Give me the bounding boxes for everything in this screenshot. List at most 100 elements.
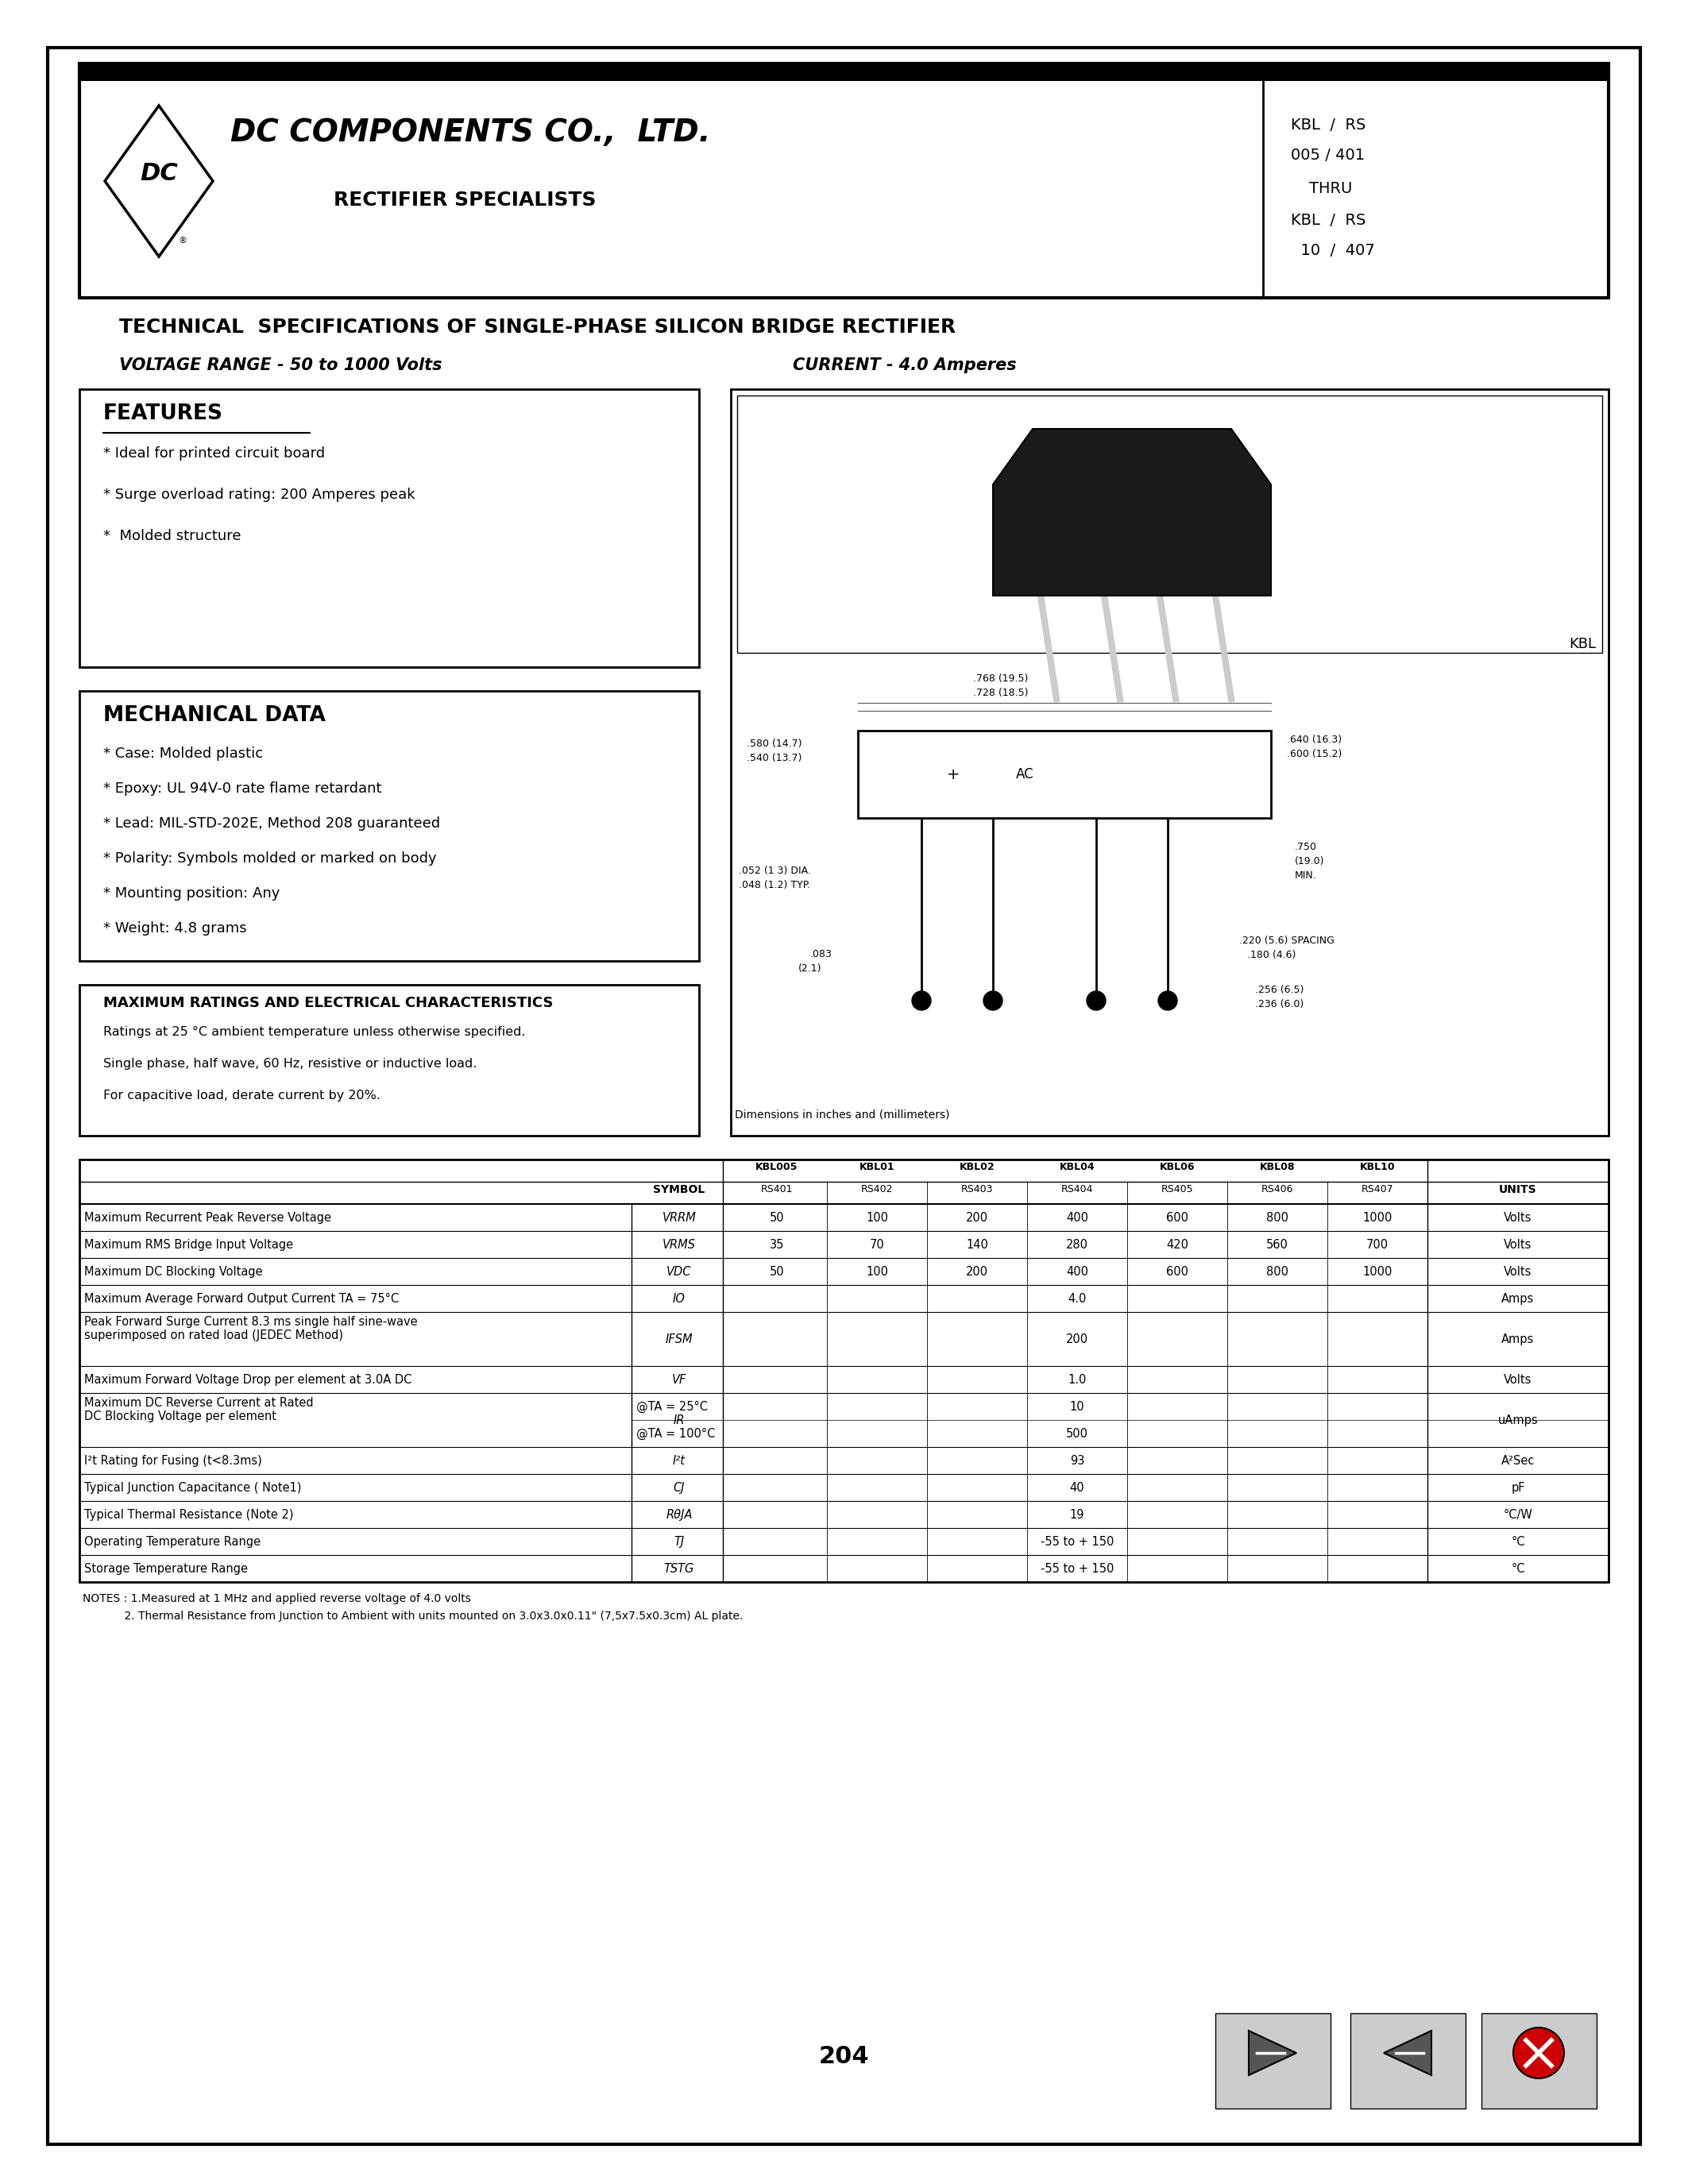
Text: 35: 35 <box>770 1238 785 1251</box>
Text: Volts: Volts <box>1504 1212 1533 1223</box>
Text: .728 (18.5): .728 (18.5) <box>974 688 1028 699</box>
Text: Maximum Average Forward Output Current TA = 75°C: Maximum Average Forward Output Current T… <box>84 1293 398 1304</box>
Text: 4.0: 4.0 <box>1069 1293 1087 1304</box>
Text: .540 (13.7): .540 (13.7) <box>746 753 802 762</box>
Text: * Lead: MIL-STD-202E, Method 208 guaranteed: * Lead: MIL-STD-202E, Method 208 guarant… <box>103 817 441 830</box>
Text: 70: 70 <box>869 1238 885 1251</box>
Text: UNITS: UNITS <box>1499 1184 1536 1195</box>
Circle shape <box>1512 2027 1565 2079</box>
Text: * Weight: 4.8 grams: * Weight: 4.8 grams <box>103 922 246 935</box>
Text: *  Molded structure: * Molded structure <box>103 529 241 544</box>
Text: * Surge overload rating: 200 Amperes peak: * Surge overload rating: 200 Amperes pea… <box>103 487 415 502</box>
Text: 93: 93 <box>1070 1455 1084 1465</box>
Text: IO: IO <box>674 1293 685 1304</box>
Text: TECHNICAL  SPECIFICATIONS OF SINGLE-PHASE SILICON BRIDGE RECTIFIER: TECHNICAL SPECIFICATIONS OF SINGLE-PHASE… <box>120 317 955 336</box>
Text: * Polarity: Symbols molded or marked on body: * Polarity: Symbols molded or marked on … <box>103 852 437 865</box>
Text: DC: DC <box>140 162 177 186</box>
Text: .600 (15.2): .600 (15.2) <box>1286 749 1342 760</box>
Text: 600: 600 <box>1166 1212 1188 1223</box>
Text: KBL005: KBL005 <box>756 1162 798 1173</box>
Text: 800: 800 <box>1266 1212 1288 1223</box>
Text: KBL  /  RS: KBL / RS <box>1291 118 1366 133</box>
Text: 2. Thermal Resistance from Junction to Ambient with units mounted on 3.0x3.0x0.1: 2. Thermal Resistance from Junction to A… <box>83 1610 743 1623</box>
Text: SYMBOL: SYMBOL <box>653 1184 706 1195</box>
Text: IFSM: IFSM <box>665 1332 694 1345</box>
Text: A²Sec: A²Sec <box>1501 1455 1534 1465</box>
Text: @TA = 25°C: @TA = 25°C <box>636 1400 707 1413</box>
Text: VF: VF <box>672 1374 687 1385</box>
Text: Typical Thermal Resistance (Note 2): Typical Thermal Resistance (Note 2) <box>84 1509 294 1520</box>
Bar <box>79 1160 1609 1581</box>
Bar <box>1350 2014 1465 2108</box>
Text: ®: ® <box>179 236 187 245</box>
Text: 400: 400 <box>1067 1212 1089 1223</box>
Circle shape <box>912 992 932 1011</box>
Text: AC: AC <box>1016 767 1033 782</box>
Text: DC Blocking Voltage per element: DC Blocking Voltage per element <box>84 1411 277 1422</box>
Polygon shape <box>1384 2031 1431 2075</box>
Text: Amps: Amps <box>1502 1332 1534 1345</box>
Text: superimposed on rated load (JEDEC Method): superimposed on rated load (JEDEC Method… <box>84 1330 343 1341</box>
Text: * Case: Molded plastic: * Case: Molded plastic <box>103 747 263 760</box>
Circle shape <box>1158 992 1177 1011</box>
Text: EXIT: EXIT <box>1523 2092 1555 2108</box>
Text: 560: 560 <box>1266 1238 1288 1251</box>
Bar <box>731 389 1609 1136</box>
Text: MAXIMUM RATINGS AND ELECTRICAL CHARACTERISTICS: MAXIMUM RATINGS AND ELECTRICAL CHARACTER… <box>103 996 554 1011</box>
Text: RS401: RS401 <box>761 1184 793 1195</box>
Text: 10: 10 <box>1070 1400 1085 1413</box>
Text: KBL08: KBL08 <box>1259 1162 1295 1173</box>
Text: RS404: RS404 <box>1062 1184 1094 1195</box>
Text: KBL02: KBL02 <box>959 1162 994 1173</box>
Text: IR: IR <box>674 1413 685 1426</box>
Text: .048 (1.2) TYP.: .048 (1.2) TYP. <box>739 880 810 891</box>
Text: .256 (6.5): .256 (6.5) <box>1256 985 1303 996</box>
Text: 280: 280 <box>1067 1238 1089 1251</box>
Bar <box>79 389 699 666</box>
Text: +: + <box>947 767 960 782</box>
Text: KBL  /  RS: KBL / RS <box>1291 212 1366 227</box>
Text: 200: 200 <box>966 1265 987 1278</box>
Text: VOLTAGE RANGE - 50 to 1000 Volts: VOLTAGE RANGE - 50 to 1000 Volts <box>120 358 442 373</box>
Text: MIN.: MIN. <box>1295 871 1317 880</box>
Text: .768 (19.5): .768 (19.5) <box>974 673 1028 684</box>
Text: -55 to + 150: -55 to + 150 <box>1040 1562 1114 1575</box>
Text: VRMS: VRMS <box>662 1238 695 1251</box>
Text: * Ideal for printed circuit board: * Ideal for printed circuit board <box>103 446 326 461</box>
Polygon shape <box>993 428 1271 596</box>
Bar <box>79 63 1609 297</box>
Bar <box>79 985 699 1136</box>
Text: VRRM: VRRM <box>662 1212 695 1223</box>
Text: Maximum Recurrent Peak Reverse Voltage: Maximum Recurrent Peak Reverse Voltage <box>84 1212 331 1223</box>
Text: RS405: RS405 <box>1161 1184 1193 1195</box>
Text: Volts: Volts <box>1504 1374 1533 1385</box>
Text: 500: 500 <box>1067 1428 1089 1439</box>
Text: NEXT: NEXT <box>1252 2092 1293 2108</box>
Text: Maximum RMS Bridge Input Voltage: Maximum RMS Bridge Input Voltage <box>84 1238 294 1251</box>
Text: KBL06: KBL06 <box>1160 1162 1195 1173</box>
Text: RS403: RS403 <box>960 1184 993 1195</box>
Text: Maximum DC Reverse Current at Rated: Maximum DC Reverse Current at Rated <box>84 1398 314 1409</box>
Text: .580 (14.7): .580 (14.7) <box>746 738 802 749</box>
Text: .180 (4.6): .180 (4.6) <box>1247 950 1296 961</box>
Text: TJ: TJ <box>674 1535 684 1548</box>
Text: 400: 400 <box>1067 1265 1089 1278</box>
Text: 140: 140 <box>966 1238 987 1251</box>
Text: Volts: Volts <box>1504 1265 1533 1278</box>
Text: Volts: Volts <box>1504 1238 1533 1251</box>
Text: CURRENT - 4.0 Amperes: CURRENT - 4.0 Amperes <box>793 358 1016 373</box>
Text: @TA = 100°C: @TA = 100°C <box>636 1428 716 1439</box>
Text: Typical Junction Capacitance ( Note1): Typical Junction Capacitance ( Note1) <box>84 1481 302 1494</box>
Text: I²t: I²t <box>674 1455 685 1465</box>
Bar <box>738 395 1602 653</box>
Text: RθJA: RθJA <box>665 1509 692 1520</box>
Text: MECHANICAL DATA: MECHANICAL DATA <box>103 705 326 725</box>
Text: 005 / 401: 005 / 401 <box>1291 149 1366 164</box>
Text: 100: 100 <box>866 1265 888 1278</box>
Text: RECTIFIER SPECIALISTS: RECTIFIER SPECIALISTS <box>334 190 596 210</box>
Circle shape <box>984 992 1003 1011</box>
Text: -55 to + 150: -55 to + 150 <box>1040 1535 1114 1548</box>
Text: 600: 600 <box>1166 1265 1188 1278</box>
Text: NOTES : 1.Measured at 1 MHz and applied reverse voltage of 4.0 volts: NOTES : 1.Measured at 1 MHz and applied … <box>83 1592 471 1605</box>
Text: Single phase, half wave, 60 Hz, resistive or inductive load.: Single phase, half wave, 60 Hz, resistiv… <box>103 1057 478 1070</box>
